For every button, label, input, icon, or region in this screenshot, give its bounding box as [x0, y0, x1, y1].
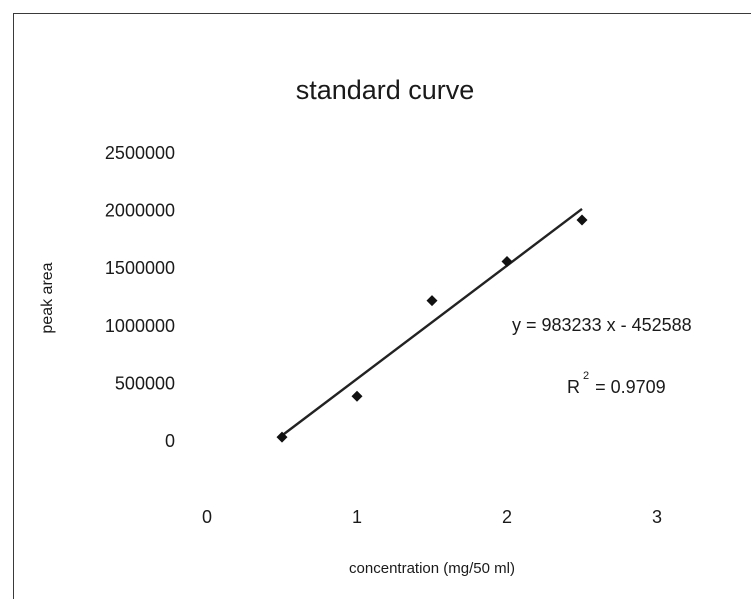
x-tick-label: 1 — [352, 507, 362, 527]
data-point — [426, 295, 438, 307]
x-tick-label: 0 — [202, 507, 212, 527]
data-point — [351, 390, 363, 402]
trendline-equation: y = 983233 x - 452588 — [512, 315, 692, 335]
y-axis-label: peak area — [39, 262, 56, 333]
y-axis-tick-labels: 2500000 2000000 1500000 1000000 500000 0 — [105, 143, 175, 451]
r-squared-symbol: R — [567, 377, 580, 397]
x-tick-label: 3 — [652, 507, 662, 527]
y-tick-label: 500000 — [115, 373, 175, 393]
y-tick-label: 2500000 — [105, 143, 175, 163]
r-squared-value: = 0.9709 — [595, 377, 666, 397]
r-squared-superscript: 2 — [583, 370, 589, 382]
linear-trendline — [281, 208, 583, 437]
data-point — [576, 214, 588, 226]
y-tick-label: 0 — [165, 431, 175, 451]
x-axis-label: concentration (mg/50 ml) — [349, 560, 515, 577]
y-tick-label: 1000000 — [105, 316, 175, 336]
y-tick-label: 1500000 — [105, 258, 175, 278]
chart-area-border — [13, 13, 751, 599]
x-axis-tick-labels: 0 1 2 3 — [202, 507, 662, 527]
data-point — [276, 431, 288, 443]
r-squared-label: R2 = 0.9709 — [567, 370, 666, 397]
data-point — [501, 255, 513, 267]
y-tick-label: 2000000 — [105, 201, 175, 221]
data-points — [276, 214, 588, 443]
chart-title: standard curve — [296, 75, 475, 105]
x-tick-label: 2 — [502, 507, 512, 527]
